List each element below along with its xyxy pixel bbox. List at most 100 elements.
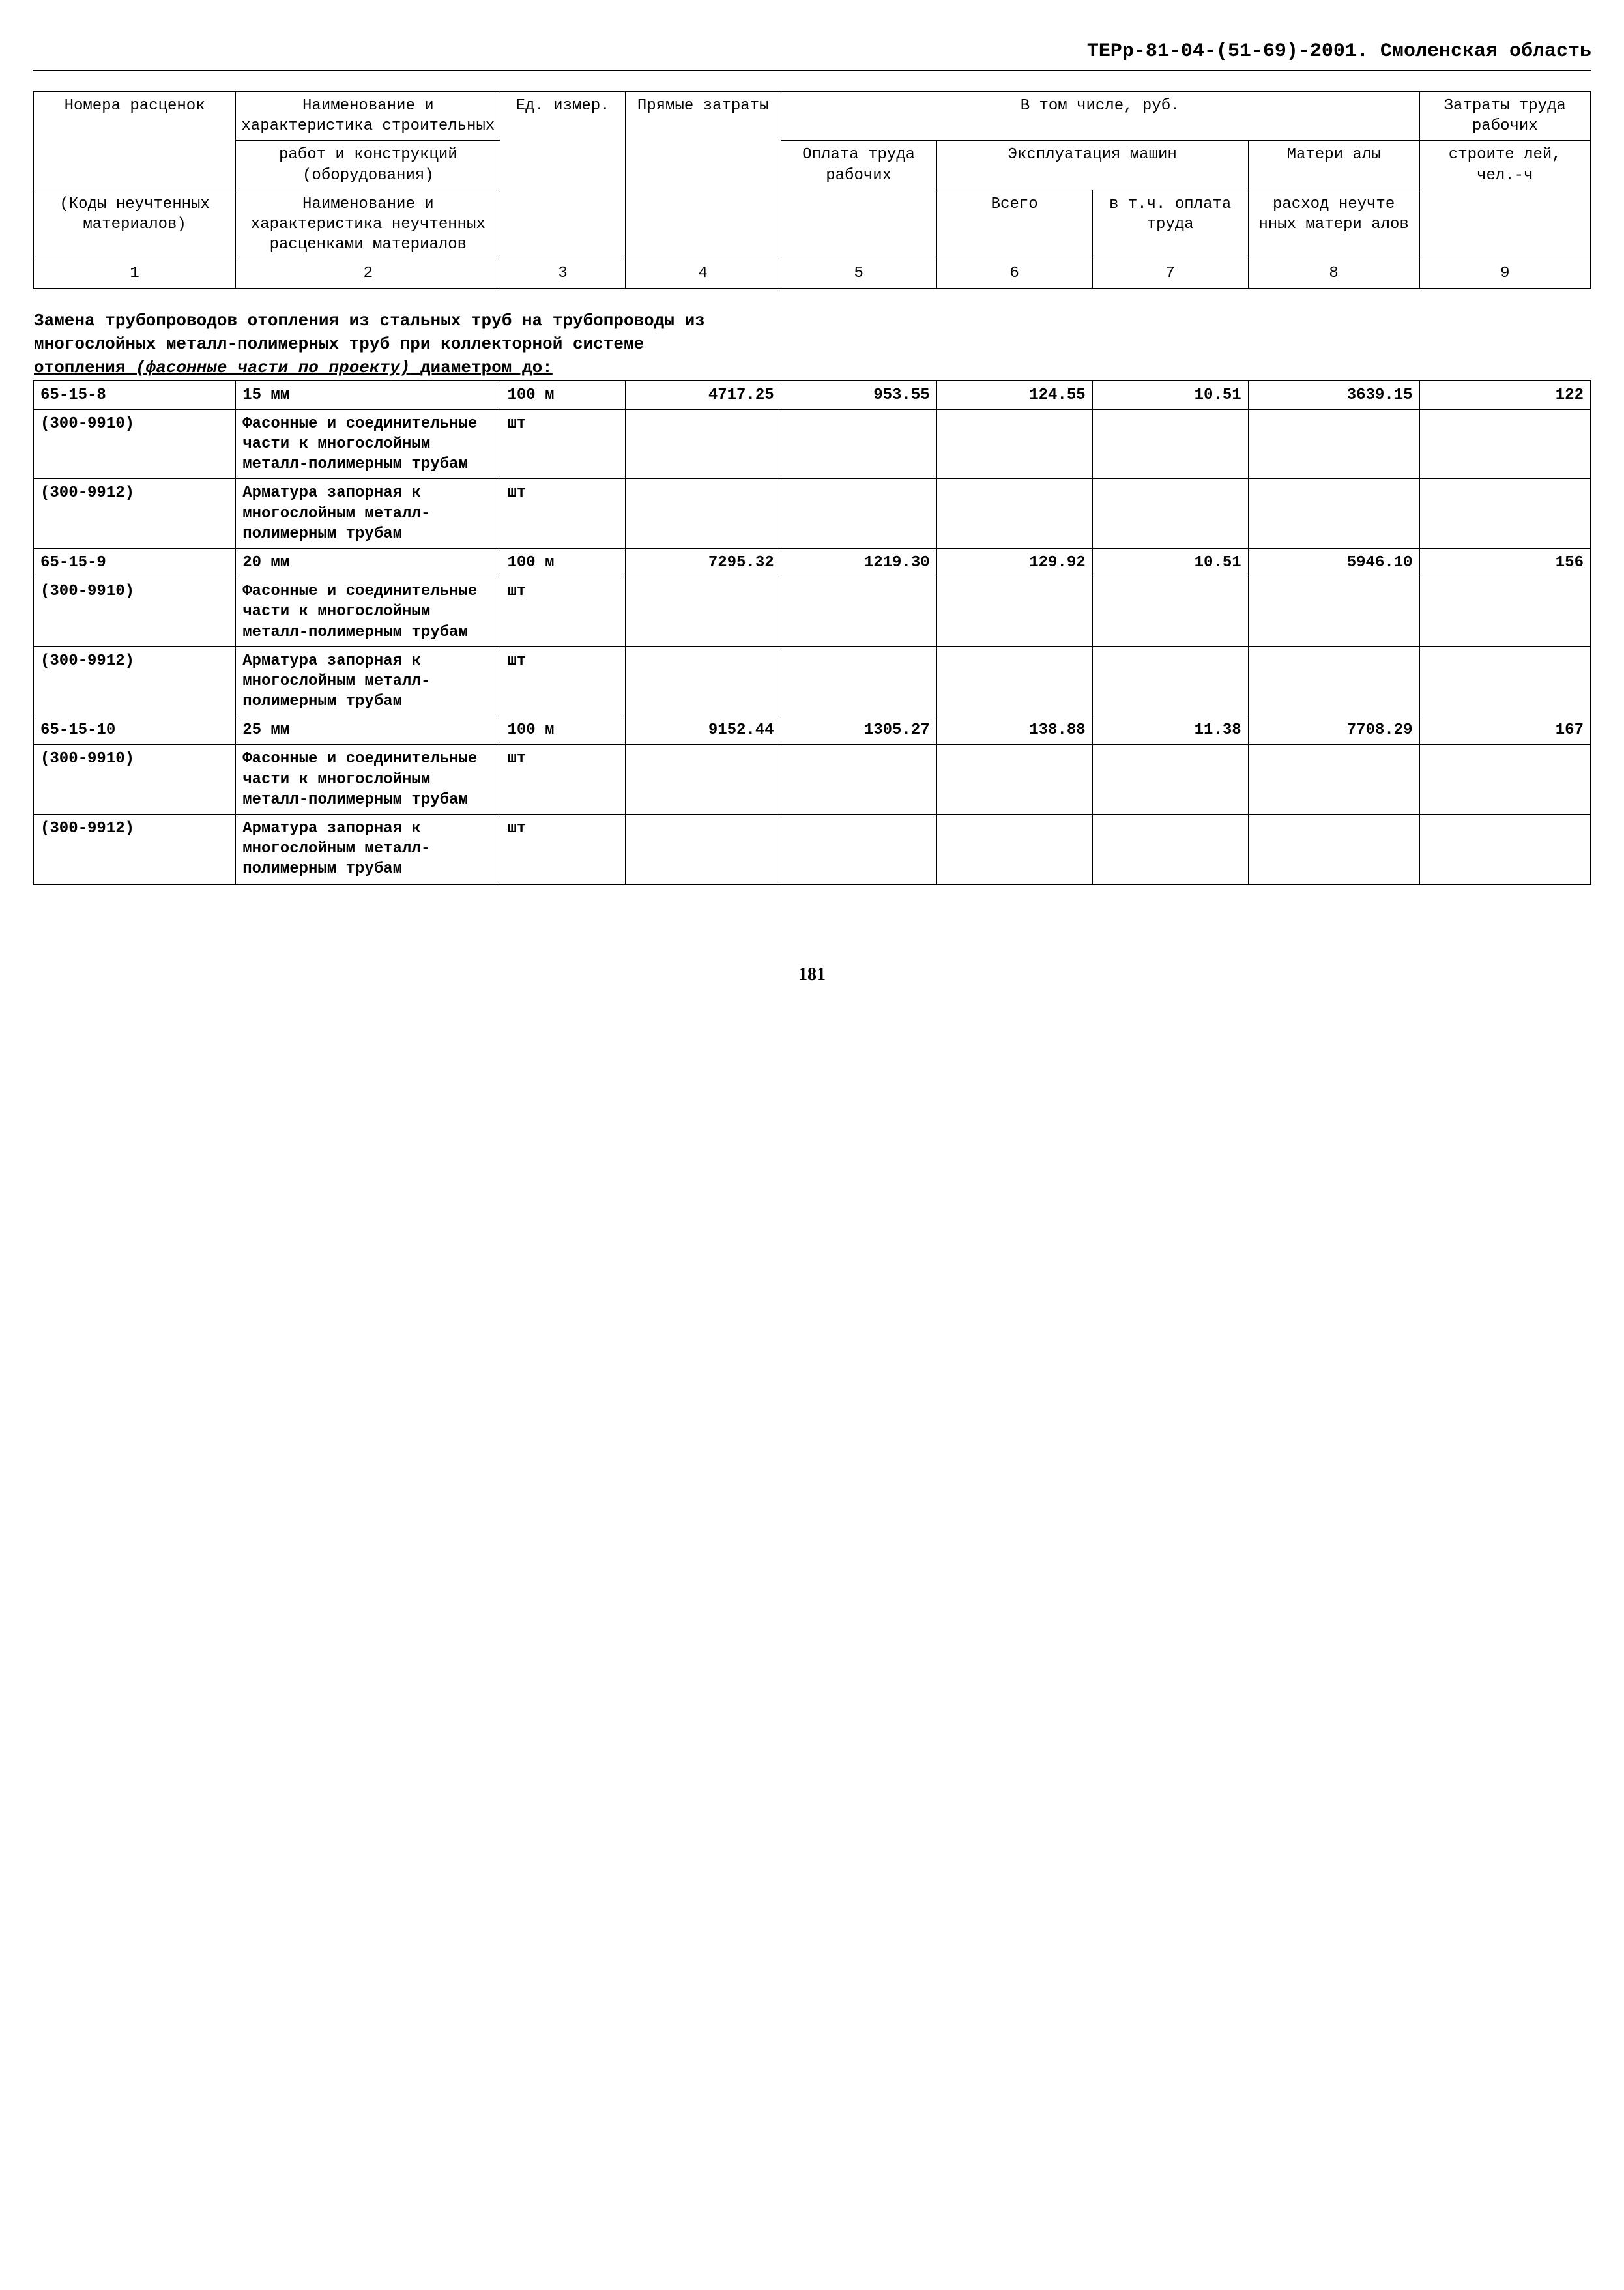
table-cell: 122 xyxy=(1419,381,1591,410)
table-cell: 156 xyxy=(1419,548,1591,577)
table-cell: 20 мм xyxy=(236,548,500,577)
table-cell: шт xyxy=(500,409,625,479)
table-cell: 65-15-9 xyxy=(33,548,236,577)
table-cell: 11.38 xyxy=(1092,716,1248,745)
table-cell xyxy=(1248,745,1419,815)
table-cell xyxy=(781,815,936,884)
table-cell: 100 м xyxy=(500,548,625,577)
table-cell: шт xyxy=(500,479,625,549)
header-table: Номера расценок Наименование и характери… xyxy=(33,91,1591,289)
hdr-col9a: Затраты труда рабочих xyxy=(1419,91,1591,141)
section-line3a: отопления xyxy=(34,358,125,377)
hdr-col1: Номера расценок xyxy=(33,91,236,190)
hdr-col5: Оплата труда рабочих xyxy=(781,141,936,259)
table-cell xyxy=(936,745,1092,815)
hdr-num-8: 8 xyxy=(1248,259,1419,289)
table-cell: (300-9910) xyxy=(33,409,236,479)
table-cell: 4717.25 xyxy=(625,381,781,410)
table-cell xyxy=(1248,646,1419,716)
table-cell: 953.55 xyxy=(781,381,936,410)
page-number: 181 xyxy=(33,963,1591,987)
table-cell: шт xyxy=(500,745,625,815)
table-cell: (300-9912) xyxy=(33,479,236,549)
hdr-col7: в т.ч. оплата труда xyxy=(1092,190,1248,259)
table-cell: 138.88 xyxy=(936,716,1092,745)
table-cell xyxy=(1419,815,1591,884)
table-cell: Арматура запорная к многослойным металл-… xyxy=(236,815,500,884)
hdr-col4: Прямые затраты xyxy=(625,91,781,259)
hdr-num-4: 4 xyxy=(625,259,781,289)
hdr-num-7: 7 xyxy=(1092,259,1248,289)
table-cell xyxy=(1419,479,1591,549)
table-cell: 10.51 xyxy=(1092,381,1248,410)
table-cell xyxy=(625,745,781,815)
table-cell xyxy=(781,577,936,647)
table-cell xyxy=(1092,577,1248,647)
hdr-num-5: 5 xyxy=(781,259,936,289)
table-cell xyxy=(1248,577,1419,647)
hdr-num-9: 9 xyxy=(1419,259,1591,289)
table-cell: 5946.10 xyxy=(1248,548,1419,577)
data-table: 65-15-815 мм100 м4717.25953.55124.5510.5… xyxy=(33,380,1591,885)
hdr-col2b: работ и конструкций (оборудования) xyxy=(236,141,500,190)
table-cell: Фасонные и соединительные части к многос… xyxy=(236,409,500,479)
table-cell: шт xyxy=(500,815,625,884)
table-cell: 15 мм xyxy=(236,381,500,410)
table-cell: Фасонные и соединительные части к многос… xyxy=(236,577,500,647)
hdr-col1b: (Коды неучтенных материалов) xyxy=(33,190,236,259)
table-cell xyxy=(1248,479,1419,549)
table-cell xyxy=(781,646,936,716)
table-cell: 7295.32 xyxy=(625,548,781,577)
section-line3b: (фасонные части по проекту) xyxy=(136,358,410,377)
table-cell xyxy=(1092,646,1248,716)
hdr-num-6: 6 xyxy=(936,259,1092,289)
hdr-col6-7: Эксплуатация машин xyxy=(936,141,1248,190)
hdr-num-2: 2 xyxy=(236,259,500,289)
table-cell: 7708.29 xyxy=(1248,716,1419,745)
table-cell xyxy=(936,815,1092,884)
hdr-num-3: 3 xyxy=(500,259,625,289)
table-cell xyxy=(1092,815,1248,884)
table-cell xyxy=(625,479,781,549)
section-line3c: диаметром до: xyxy=(420,358,553,377)
table-cell: 100 м xyxy=(500,716,625,745)
table-cell: Арматура запорная к многослойным металл-… xyxy=(236,479,500,549)
table-cell xyxy=(625,815,781,884)
hdr-col9b: строите лей, чел.-ч xyxy=(1419,141,1591,259)
table-cell: шт xyxy=(500,577,625,647)
table-cell: 25 мм xyxy=(236,716,500,745)
table-cell: 10.51 xyxy=(1092,548,1248,577)
table-cell xyxy=(936,646,1092,716)
section-line2: многослойных металл-полимерных труб при … xyxy=(34,334,644,354)
table-cell: 65-15-8 xyxy=(33,381,236,410)
table-cell xyxy=(781,745,936,815)
table-cell xyxy=(1248,409,1419,479)
table-cell: (300-9912) xyxy=(33,815,236,884)
table-cell xyxy=(781,409,936,479)
table-cell xyxy=(936,479,1092,549)
table-cell: 167 xyxy=(1419,716,1591,745)
table-cell xyxy=(1092,409,1248,479)
table-cell: 1219.30 xyxy=(781,548,936,577)
table-cell: 129.92 xyxy=(936,548,1092,577)
table-cell xyxy=(1419,409,1591,479)
section-title: Замена трубопроводов отопления из стальн… xyxy=(33,309,1591,380)
table-cell xyxy=(1419,745,1591,815)
table-cell: 124.55 xyxy=(936,381,1092,410)
table-cell xyxy=(936,409,1092,479)
hdr-num-1: 1 xyxy=(33,259,236,289)
table-cell xyxy=(936,577,1092,647)
table-cell xyxy=(625,646,781,716)
table-cell xyxy=(625,409,781,479)
table-cell: 100 м xyxy=(500,381,625,410)
hdr-col8b: расход неучте нных матери алов xyxy=(1248,190,1419,259)
section-line1: Замена трубопроводов отопления из стальн… xyxy=(34,311,705,330)
table-cell: Арматура запорная к многослойным металл-… xyxy=(236,646,500,716)
table-cell xyxy=(1092,479,1248,549)
table-cell: (300-9912) xyxy=(33,646,236,716)
table-cell xyxy=(781,479,936,549)
table-cell xyxy=(1248,815,1419,884)
hdr-col6: Всего xyxy=(936,190,1092,259)
table-cell: шт xyxy=(500,646,625,716)
table-cell xyxy=(1092,745,1248,815)
